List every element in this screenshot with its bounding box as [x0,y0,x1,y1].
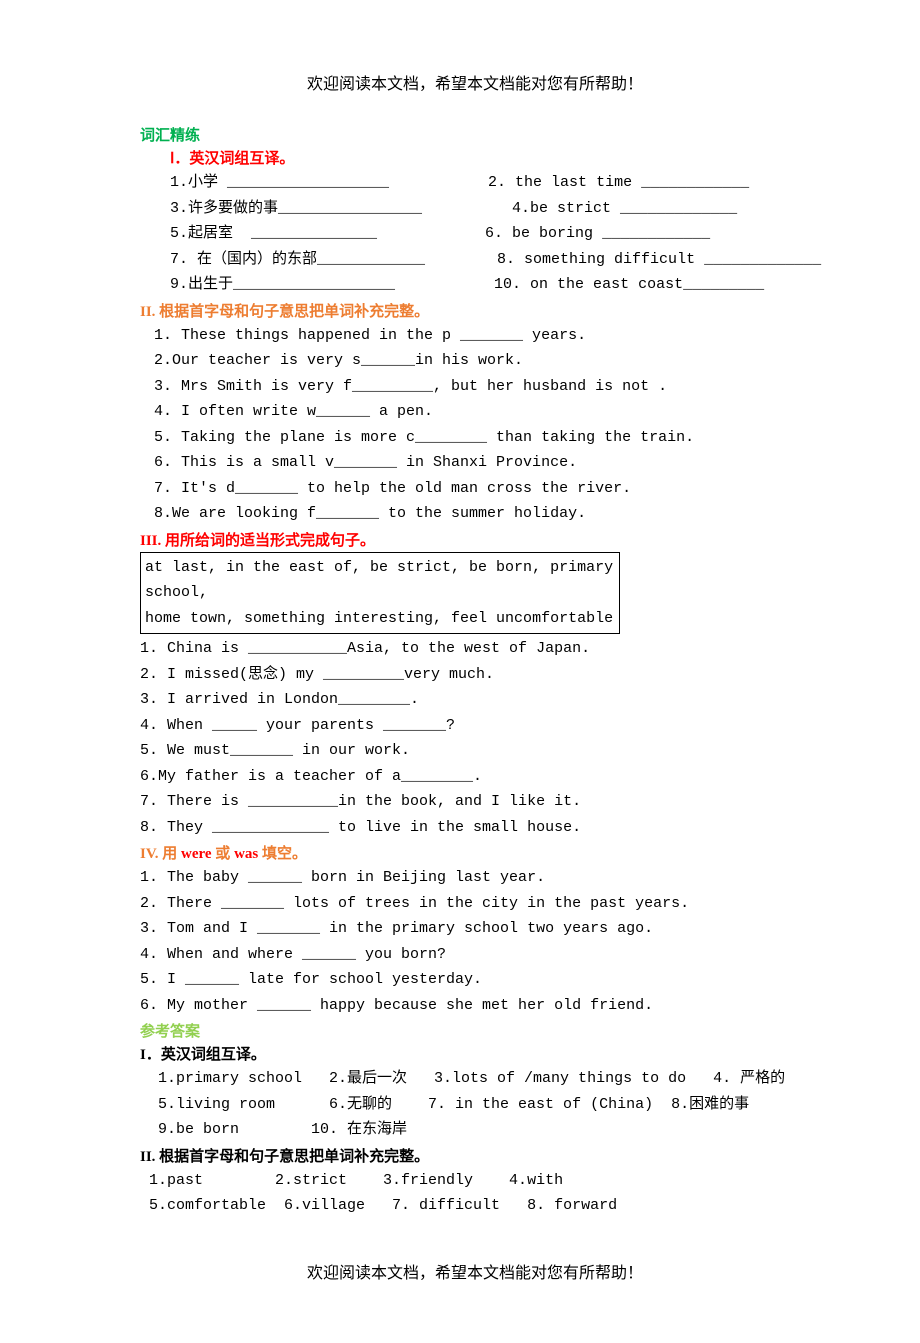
page-header: 欢迎阅读本文档，希望本文档能对您有所帮助！ [140,70,810,94]
section-2-item: 8.We are looking f_______ to the summer … [140,501,810,527]
section-3-item: 1. China is ___________Asia, to the west… [140,636,810,662]
section-4-item: 3. Tom and I _______ in the primary scho… [140,916,810,942]
section-4-item: 5. I ______ late for school yesterday. [140,967,810,993]
answers-sec1-row: 5.living room 6.无聊的 7. in the east of (C… [140,1092,810,1118]
document-page: 欢迎阅读本文档，希望本文档能对您有所帮助！ 词汇精练 Ⅰ．英汉词组互译。 1.小… [0,0,920,1343]
page-footer: 欢迎阅读本文档，希望本文档能对您有所帮助！ [140,1259,810,1283]
answers-sec2-title: II. 根据首字母和句子意思把单词补充完整。 [140,1145,810,1166]
section-2-item: 2.Our teacher is very s______in his work… [140,348,810,374]
section-2-item: 4. I often write w______ a pen. [140,399,810,425]
section-3-item: 6.My father is a teacher of a________. [140,764,810,790]
section-4-title: IV. 用 were 或 was 填空。 [140,842,810,863]
section-4-item: 4. When and where ______ you born? [140,942,810,968]
section-4-item: 6. My mother ______ happy because she me… [140,993,810,1019]
section-4-item: 1. The baby ______ born in Beijing last … [140,865,810,891]
word-bank-line: home town, something interesting, feel u… [145,606,615,632]
section-3-item: 8. They _____________ to live in the sma… [140,815,810,841]
section-1-row: 1.小学 __________________ 2. the last time… [140,170,810,196]
answers-sec2-row: 1.past 2.strict 3.friendly 4.with [140,1168,810,1194]
section-1-title: Ⅰ．英汉词组互译。 [140,147,810,168]
section-2-title: II. 根据首字母和句子意思把单词补充完整。 [140,300,810,321]
section-1-row: 5.起居室 ______________ 6. be boring ______… [140,221,810,247]
section-3-item: 2. I missed(思念) my _________very much. [140,662,810,688]
section-2-item: 5. Taking the plane is more c________ th… [140,425,810,451]
answers-sec1-row: 9.be born 10. 在东海岸 [140,1117,810,1143]
section-3-item: 5. We must_______ in our work. [140,738,810,764]
section-3-item: 7. There is __________in the book, and I… [140,789,810,815]
section-1-row: 9.出生于__________________ 10. on the east … [140,272,810,298]
section-3-title: III. 用所给词的适当形式完成句子。 [140,529,810,550]
answers-sec2-row: 5.comfortable 6.village 7. difficult 8. … [140,1193,810,1219]
section-2-item: 1. These things happened in the p ______… [140,323,810,349]
answers-sec1-title: I．英汉词组互译。 [140,1043,810,1064]
answers-title: 参考答案 [140,1020,810,1041]
section-2-item: 7. It's d_______ to help the old man cro… [140,476,810,502]
main-title: 词汇精练 [140,124,810,145]
section-2-item: 3. Mrs Smith is very f_________, but her… [140,374,810,400]
section-1-row: 7. 在（国内）的东部____________ 8. something dif… [140,247,810,273]
section-3-item: 3. I arrived in London________. [140,687,810,713]
section-4-item: 2. There _______ lots of trees in the ci… [140,891,810,917]
word-bank-line: at last, in the east of, be strict, be b… [145,555,615,606]
answers-sec1-row: 1.primary school 2.最后一次 3.lots of /many … [140,1066,810,1092]
section-1-row: 3.许多要做的事________________ 4.be strict ___… [140,196,810,222]
section-2-item: 6. This is a small v_______ in Shanxi Pr… [140,450,810,476]
word-bank-box: at last, in the east of, be strict, be b… [140,552,620,635]
section-3-item: 4. When _____ your parents _______? [140,713,810,739]
